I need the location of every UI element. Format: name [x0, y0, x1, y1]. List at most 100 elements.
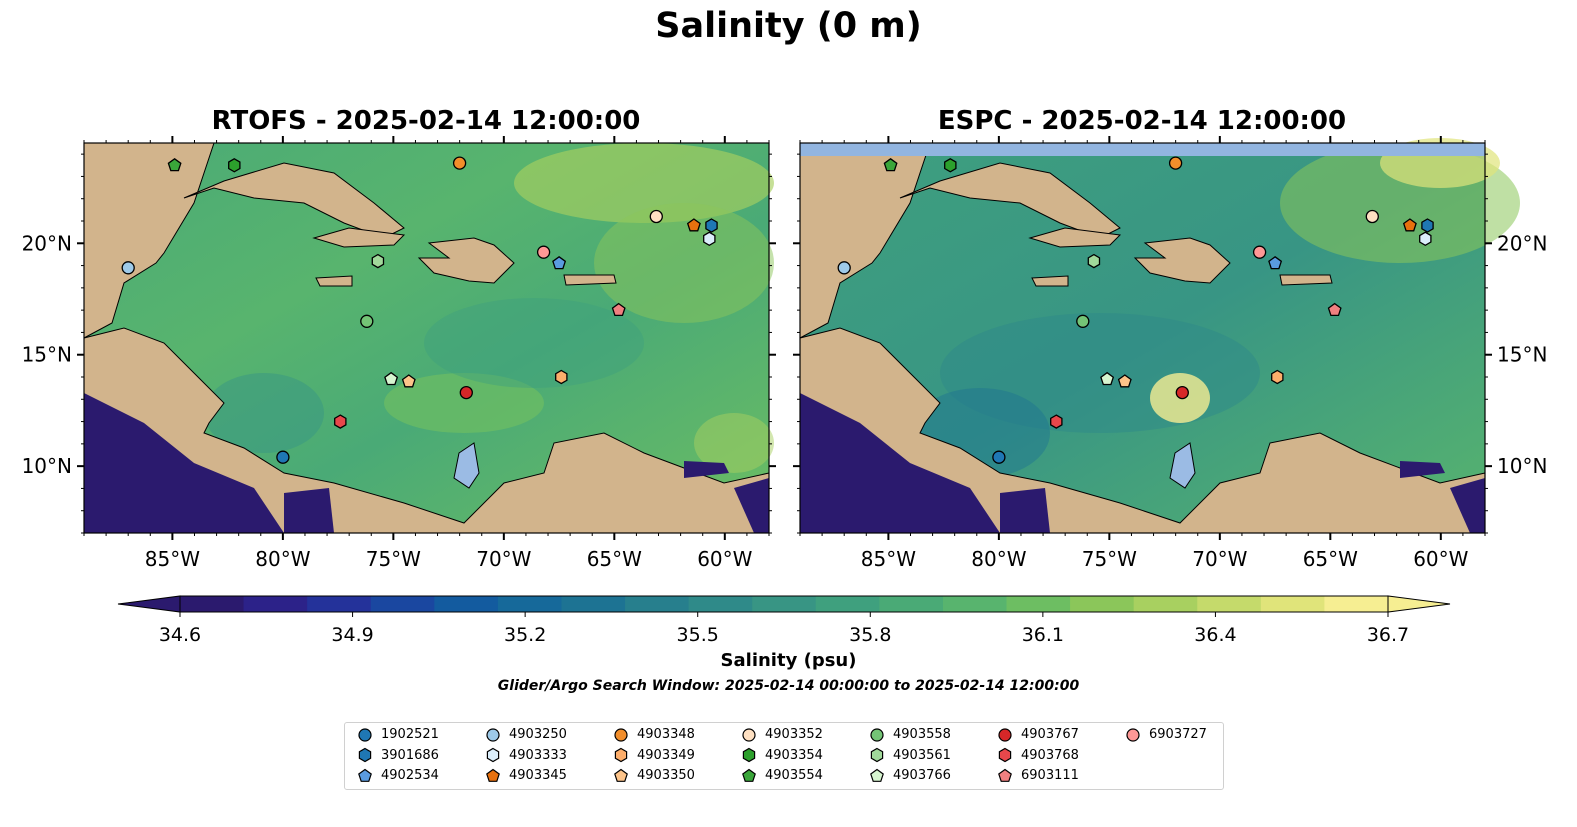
colorbar: 34.6 34.9 35.2 35.5 35.8 36.1 36.4 36.7	[117, 595, 1451, 646]
legend-label: 4903345	[509, 768, 567, 783]
legend-item-4903349: 4903349	[613, 747, 695, 765]
legend-marker-pentagon	[742, 768, 756, 782]
espc-panel-title: ESPC - 2025-02-14 12:00:00	[937, 106, 1347, 136]
legend-marker-hexagon	[998, 747, 1012, 763]
colorbar-segment	[434, 596, 499, 612]
legend-item-6903727: 6903727	[1125, 726, 1207, 744]
legend-item-4903345: 4903345	[485, 767, 567, 785]
colorbar-segment	[1006, 596, 1071, 612]
legend-marker-pentagon	[358, 768, 372, 782]
legend-item-3901686: 3901686	[357, 747, 439, 765]
profiler-marker-4903768	[334, 414, 347, 429]
y-tick-label: 10°N	[1497, 454, 1547, 478]
profiler-marker-4903768	[1050, 414, 1063, 429]
x-tick-label: 75°W	[366, 547, 421, 571]
colorbar-tick-label: 34.6	[159, 624, 201, 646]
profiler-marker-4903250	[121, 261, 135, 275]
legend-item-4903354: 4903354	[741, 747, 823, 765]
legend-item-1902521: 1902521	[357, 726, 439, 744]
y-tick-label: 15°N	[22, 343, 72, 367]
legend-label: 3901686	[381, 747, 439, 763]
y-tick-label: 20°N	[1497, 231, 1547, 255]
profiler-marker-4903352	[1365, 209, 1379, 224]
rtofs-map	[83, 142, 774, 534]
legend-item-4903350: 4903350	[613, 767, 695, 785]
legend-item-4903352: 4903352	[741, 726, 823, 744]
profiler-marker-3901686	[705, 218, 718, 233]
profiler-marker-1902521	[992, 450, 1006, 464]
y-tick-label: 20°N	[22, 231, 72, 255]
legend-label: 4903766	[893, 768, 951, 783]
legend-label: 4902534	[381, 768, 439, 783]
legend-marker-pentagon	[614, 768, 628, 782]
legend-label: 1902521	[381, 727, 439, 742]
legend-item-4903768: 4903768	[997, 747, 1079, 765]
profiler-marker-4903349	[555, 369, 568, 385]
legend-label: 4903333	[509, 747, 567, 763]
colorbar-extend-min	[117, 595, 181, 613]
legend-marker-hexagon	[614, 747, 628, 763]
profiler-legend: 1902521 3901686 4902534 4903250 4903333 49033…	[344, 722, 1224, 790]
profiler-marker-4903348	[452, 156, 467, 170]
colorbar-tick-label: 35.2	[504, 624, 546, 646]
legend-marker-circle	[870, 727, 884, 742]
colorbar-segment	[815, 596, 880, 612]
legend-marker-circle	[998, 727, 1012, 742]
colorbar-segment	[1197, 596, 1262, 612]
espc-axes: 85°W 80°W 75°W 70°W 65°W 60°W 10°N 15°N 20°N	[793, 136, 1547, 571]
profiler-marker-4903561	[1087, 253, 1101, 269]
legend-label: 4903350	[637, 768, 695, 783]
y-tick-label: 10°N	[22, 454, 72, 478]
legend-marker-pentagon	[870, 768, 884, 782]
legend-label: 4903554	[765, 768, 823, 783]
x-tick-label: 70°W	[1192, 547, 1247, 571]
profiler-marker-4903352	[649, 209, 663, 224]
y-tick-label: 15°N	[1497, 343, 1547, 367]
legend-marker-hexagon	[358, 747, 372, 763]
legend-item-4903558: 4903558	[869, 726, 951, 744]
colorbar-segment	[243, 596, 308, 612]
profiler-marker-4903333	[1419, 231, 1432, 246]
legend-marker-pentagon	[486, 768, 500, 782]
legend-label: 4903352	[765, 727, 823, 742]
legend-marker-circle	[614, 727, 628, 742]
colorbar-segment	[688, 596, 753, 612]
legend-marker-hexagon	[742, 747, 756, 763]
profiler-marker-1902521	[276, 450, 290, 464]
x-tick-label: 60°W	[697, 547, 752, 571]
legend-label: 4903354	[765, 747, 823, 763]
legend-marker-circle	[1126, 727, 1140, 742]
legend-item-4903333: 4903333	[485, 747, 567, 765]
x-tick-label: 60°W	[1413, 547, 1468, 571]
profiler-marker-4903561	[371, 253, 385, 269]
legend-item-4903250: 4903250	[485, 726, 567, 744]
profiler-marker-4903558	[1076, 314, 1090, 328]
legend-label: 4903348	[637, 727, 695, 742]
x-tick-label: 65°W	[1303, 547, 1358, 571]
legend-item-4903561: 4903561	[869, 747, 951, 765]
rtofs-panel-title: RTOFS - 2025-02-14 12:00:00	[211, 106, 641, 136]
colorbar-segment	[497, 596, 562, 612]
colorbar-segment	[879, 596, 944, 612]
x-tick-label: 80°W	[255, 547, 310, 571]
legend-label: 4903558	[893, 727, 951, 742]
legend-label: 4903768	[1021, 747, 1079, 763]
x-tick-label: 65°W	[587, 547, 642, 571]
colorbar-segment	[752, 596, 817, 612]
x-tick-label: 85°W	[861, 547, 916, 571]
legend-item-4902534: 4902534	[357, 767, 439, 785]
legend-item-6903111: 6903111	[997, 767, 1079, 785]
rtofs-frame	[83, 142, 770, 534]
x-tick-label: 85°W	[145, 547, 200, 571]
colorbar-segment	[180, 596, 245, 612]
profiler-marker-4903767	[459, 385, 473, 400]
profiler-marker-4903767	[1175, 385, 1189, 400]
search-window-note: Glider/Argo Search Window: 2025-02-14 00…	[497, 678, 1080, 694]
legend-item-4903348: 4903348	[613, 726, 695, 744]
legend-marker-circle	[486, 727, 500, 742]
colorbar-segment	[561, 596, 626, 612]
rtofs-axes: 85°W 80°W 75°W 70°W 65°W 60°W 10°N 15°N 20°N	[22, 136, 776, 571]
colorbar-segment	[370, 596, 435, 612]
legend-label: 4903561	[893, 747, 951, 763]
